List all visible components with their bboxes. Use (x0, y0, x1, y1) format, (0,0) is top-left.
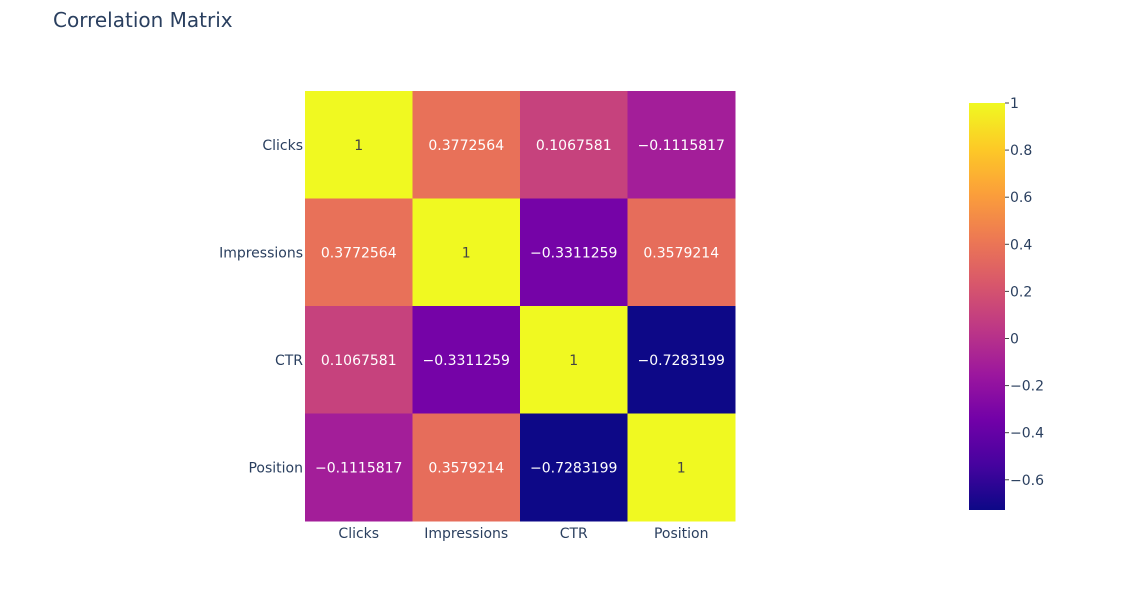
heatmap-cell-labels: 1 0.3772564 0.1067581 −0.1115817 0.3772564 1 −… (315, 138, 725, 477)
cell-value-label: −0.1115817 (315, 460, 402, 476)
heatmap-cell-position-impressions (412, 413, 521, 522)
colorbar-tick-label: 0.4 (1010, 237, 1032, 253)
cell-value-label: −0.1115817 (638, 138, 725, 154)
chart-title: Correlation Matrix (53, 8, 233, 32)
heatmap-cell-clicks-impressions (412, 91, 521, 199)
colorbar-tick-label: 0.2 (1010, 284, 1032, 300)
heatmap-cell-clicks-position (627, 91, 736, 199)
cell-value-label: −0.3311259 (423, 353, 510, 369)
cell-value-label: 0.3772564 (321, 245, 397, 261)
cell-value-label: 1 (462, 245, 471, 261)
cell-value-label: 0.3579214 (428, 460, 504, 476)
y-tick-label: Clicks (262, 138, 303, 154)
colorbar-tick-label: 0 (1010, 331, 1019, 347)
colorbar-tick-label: −0.4 (1010, 426, 1044, 442)
heatmap-cell-position-position (627, 413, 736, 522)
cell-value-label: 0.3772564 (428, 138, 504, 154)
cell-value-label: −0.3311259 (530, 245, 617, 261)
x-tick-label: CTR (560, 526, 588, 542)
heatmap-cell-clicks-ctr (520, 91, 628, 199)
heatmap-cell-ctr-clicks (305, 306, 413, 414)
colorbar-tick-label: 0.6 (1010, 190, 1032, 206)
heatmap-cell-impressions-ctr (520, 198, 628, 307)
heatmap-cell-impressions-clicks (305, 198, 413, 307)
colorbar-tick-label: −0.2 (1010, 379, 1044, 395)
cell-value-label: 0.1067581 (321, 353, 397, 369)
cell-value-label: 1 (569, 353, 578, 369)
cell-value-label: 0.1067581 (536, 138, 612, 154)
y-tick-label: Impressions (219, 245, 303, 261)
heatmap-cell-ctr-ctr (520, 306, 628, 414)
heatmap-cell-impressions-impressions (412, 198, 521, 307)
x-tick-label: Clicks (338, 526, 379, 542)
colorbar-gradient (969, 103, 1005, 510)
cell-value-label: 0.3579214 (643, 245, 719, 261)
cell-value-label: 1 (354, 138, 363, 154)
heatmap-cell-clicks-clicks (305, 91, 413, 199)
colorbar-tick-label: −0.6 (1010, 473, 1044, 489)
heatmap-cell-ctr-position (627, 306, 736, 414)
x-tick-label: Position (654, 526, 709, 542)
heatmap-cell-ctr-impressions (412, 306, 521, 414)
colorbar: 1 0.8 0.6 0.4 0.2 0 −0.2 −0.4 −0.6 (969, 96, 1044, 510)
heatmap-grid (305, 91, 736, 522)
heatmap-cell-impressions-position (627, 198, 736, 307)
y-tick-label: Position (248, 460, 303, 476)
heatmap-cell-position-clicks (305, 413, 413, 522)
cell-value-label: 1 (677, 460, 686, 476)
cell-value-label: −0.7283199 (638, 353, 725, 369)
y-tick-label: CTR (275, 353, 303, 369)
x-tick-label: Impressions (424, 526, 508, 542)
x-axis: Clicks Impressions CTR Position (338, 526, 708, 542)
heatmap-cell-position-ctr (520, 413, 628, 522)
cell-value-label: −0.7283199 (530, 460, 617, 476)
y-axis: Clicks Impressions CTR Position (219, 138, 303, 477)
colorbar-tick-label: 0.8 (1010, 143, 1032, 159)
colorbar-tick-label: 1 (1010, 96, 1019, 112)
